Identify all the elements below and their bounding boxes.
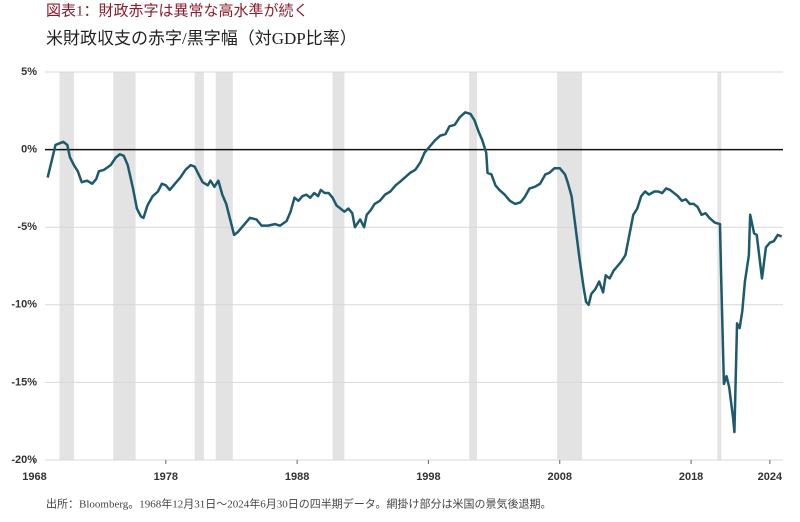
chart-subtitle: 米財政収支の赤字/黒字幅（対GDP比率） <box>46 29 357 48</box>
y-tick-label: 0% <box>21 144 37 156</box>
recession-band <box>717 72 722 460</box>
x-tick-label: 2008 <box>548 471 572 483</box>
recession-band <box>59 72 74 460</box>
x-tick-label: 1978 <box>154 471 178 483</box>
recession-band <box>557 72 583 460</box>
recession-band <box>113 72 136 460</box>
footnote: 出所：Bloomberg。1968年12月31日～2024年6月30日の四半期デ… <box>46 497 551 511</box>
y-tick-label: -20% <box>11 454 37 466</box>
x-tick-label: 1988 <box>285 471 309 483</box>
recession-band <box>215 72 233 460</box>
recession-band <box>194 72 204 460</box>
x-tick-label: 1998 <box>416 471 440 483</box>
y-tick-label: 5% <box>21 66 37 78</box>
data-line <box>46 111 783 434</box>
x-tick-label: 2024 <box>758 471 783 483</box>
recession-band <box>469 72 478 460</box>
y-tick-label: -5% <box>17 221 37 233</box>
recession-band <box>332 72 345 460</box>
y-tick-label: -10% <box>11 299 37 311</box>
y-tick-label: -15% <box>11 376 37 388</box>
x-tick-label: 2018 <box>679 471 703 483</box>
x-tick-label: 1968 <box>22 471 46 483</box>
chart-title: 図表1：財政赤字は異常な高水準が続く <box>46 2 309 19</box>
